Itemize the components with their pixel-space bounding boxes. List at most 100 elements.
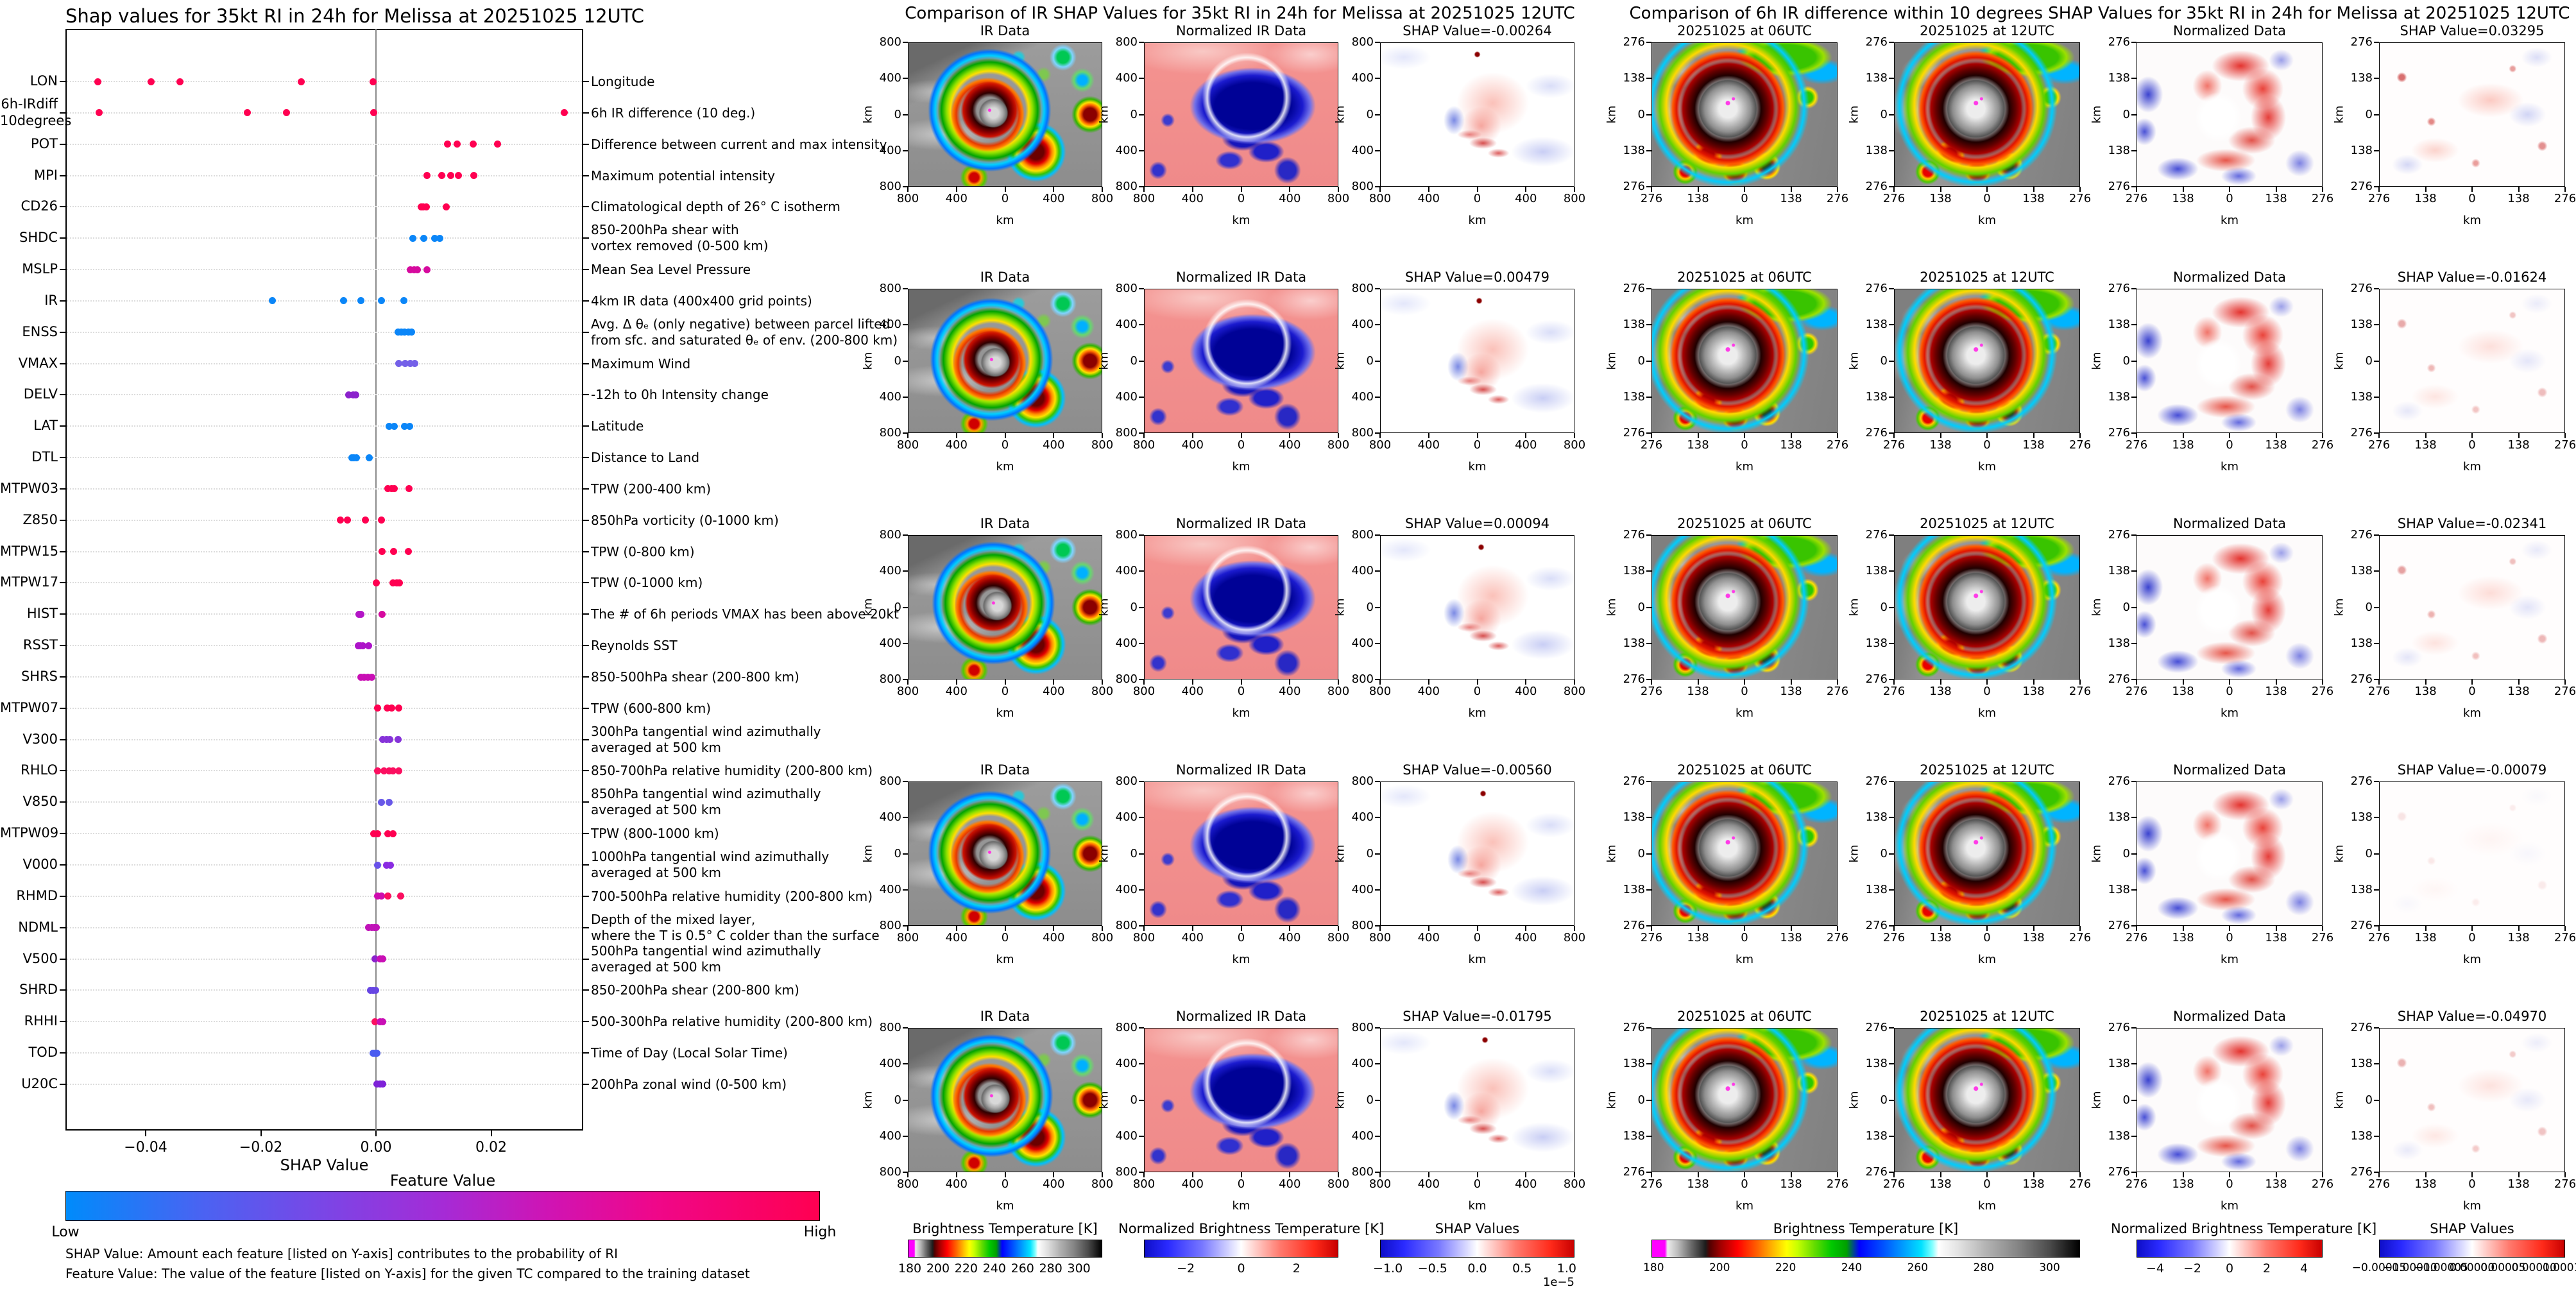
x-tick-mark [1338, 679, 1339, 685]
x-tick-mark [2182, 1172, 2184, 1177]
x-axis-unit-label: km [1468, 1199, 1487, 1213]
x-tick-label: 800 [1132, 685, 1156, 698]
y-tick-mark [2374, 570, 2379, 572]
ir6h-grid-subplot-title-r3c2: 20251025 at 12UTC [1920, 516, 2054, 531]
y-tick-label: 0 [1637, 1093, 1645, 1107]
x-axis-unit-label: km [1468, 460, 1487, 474]
x-tick-mark [2425, 187, 2427, 192]
y-tick-mark [2131, 781, 2137, 782]
ytick-right [583, 801, 589, 803]
x-tick-mark [1428, 1172, 1429, 1177]
y-tick-mark [2374, 781, 2379, 782]
x-tick-mark [1893, 187, 1895, 192]
shap-dot [405, 485, 413, 493]
x-axis-unit-label: km [1232, 953, 1250, 966]
x-tick-mark [1289, 433, 1291, 438]
shap-dot [377, 892, 385, 900]
y-tick-label: 276 [1865, 774, 1888, 788]
y-tick-label: 800 [1115, 282, 1138, 295]
x-tick-mark [1053, 926, 1055, 931]
x-tick-mark [2378, 1172, 2380, 1177]
shap-dot [470, 141, 477, 148]
x-tick-mark [907, 187, 908, 192]
x-tick-mark [2275, 187, 2277, 192]
ytick-right [583, 237, 589, 239]
colorbar-tick-label: 200 [926, 1261, 950, 1276]
beeswarm-gridline [67, 1021, 582, 1023]
y-tick-label: 138 [2108, 318, 2130, 332]
y-tick-label: 138 [2350, 810, 2373, 824]
y-tick-label: 400 [1351, 1057, 1374, 1071]
y-tick-mark [1139, 925, 1144, 926]
x-tick-mark [1986, 1172, 1988, 1177]
beeswarm-gridline [67, 175, 582, 176]
ir6h-grid-subplot-title-r5c3: Normalized Data [2173, 1009, 2286, 1024]
x-tick-label: 0 [1983, 192, 1991, 205]
y-tick-mark [1889, 1063, 1894, 1065]
feature-label-MTPW17: MTPW17 [0, 574, 59, 590]
y-tick-label: 0 [1130, 600, 1138, 614]
x-tick-label: 800 [1369, 1177, 1392, 1191]
x-tick-label: 400 [1181, 685, 1204, 698]
feature-label-SHRD: SHRD [19, 982, 58, 998]
y-tick-mark [1139, 781, 1144, 782]
ytick-right [583, 425, 589, 427]
x-tick-label: 276 [1640, 931, 1663, 944]
x-tick-label: 800 [1563, 685, 1586, 698]
shap-dot [423, 266, 431, 273]
colorbar-tick-label: 220 [954, 1261, 978, 1276]
y-tick-mark [1375, 1172, 1380, 1173]
shap-dot [414, 266, 422, 273]
y-tick-mark [903, 679, 908, 680]
x-tick-mark [1053, 433, 1055, 438]
x-tick-label: 138 [2507, 685, 2530, 698]
x-tick-label: 800 [896, 192, 919, 205]
x-tick-label: 138 [2022, 1177, 2045, 1191]
x-tick-label: 276 [2367, 1177, 2391, 1191]
x-tick-label: 276 [1826, 438, 1849, 452]
y-tick-mark [2131, 606, 2137, 608]
y-tick-label: 400 [1115, 810, 1138, 824]
feature-desc-U20C: 200hPa zonal wind (0-500 km) [591, 1076, 787, 1092]
y-tick-mark [1646, 889, 1651, 891]
x-tick-label: 400 [1181, 1177, 1204, 1191]
x-tick-label: 800 [1132, 192, 1156, 205]
shap-dot [404, 548, 412, 556]
y-tick-label: 0 [2365, 107, 2373, 121]
feature-label-VMAX: VMAX [18, 355, 58, 371]
x-tick-label: 276 [2125, 1177, 2148, 1191]
x-tick-mark [1940, 679, 1941, 685]
colorbar-tick-label: −2 [2183, 1261, 2201, 1276]
x-tick-mark [1338, 1172, 1339, 1177]
y-axis-unit-label: km [1605, 1091, 1619, 1109]
x-tick-label: 276 [2068, 685, 2092, 698]
feature-desc-SHRS: 850-500hPa shear (200-800 km) [591, 669, 799, 685]
x-tick-label: 138 [2022, 931, 2045, 944]
x-tick-label: 400 [1515, 685, 1537, 698]
ytick-left [60, 926, 65, 928]
x-tick-mark [2033, 926, 2034, 931]
shap-dot [360, 673, 368, 681]
y-tick-mark [2374, 1135, 2379, 1137]
x-tick-mark [1744, 926, 1745, 931]
x-tick-mark [2182, 679, 2184, 685]
x-tick-mark [1053, 679, 1055, 685]
x-tick-mark [1102, 187, 1103, 192]
y-tick-mark [903, 149, 908, 151]
y-tick-mark [903, 42, 908, 43]
feature-label-HIST: HIST [26, 606, 58, 622]
y-tick-label: 276 [1865, 180, 1888, 193]
x-tick-mark [1428, 187, 1429, 192]
y-tick-mark [1646, 149, 1651, 151]
y-tick-mark [1139, 78, 1144, 80]
y-axis-unit-label: km [1847, 598, 1861, 616]
feature-desc-MSLP: Mean Sea Level Pressure [591, 262, 751, 278]
y-axis-unit-label: km [1605, 844, 1619, 862]
x-axis-unit-label: km [1232, 460, 1250, 474]
feature-desc-RHLO: 850-700hPa relative humidity (200-800 km… [591, 763, 873, 779]
x-tick-mark [2564, 433, 2566, 438]
y-tick-label: 0 [1880, 600, 1888, 614]
colorbar-tick-label: 280 [1973, 1261, 1994, 1274]
y-tick-label: 0 [894, 846, 901, 860]
x-tick-mark [1191, 926, 1193, 931]
